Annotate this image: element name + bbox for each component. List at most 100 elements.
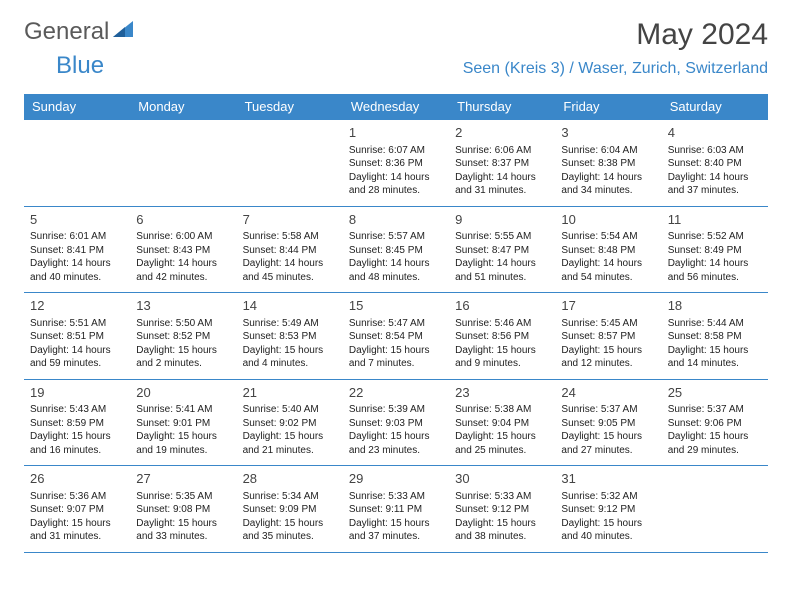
day-number: 16 <box>455 297 549 315</box>
month-title: May 2024 <box>463 18 768 52</box>
daylight-line: Daylight: 15 hours and 7 minutes. <box>349 344 443 371</box>
daylight-line: Daylight: 15 hours and 14 minutes. <box>668 344 762 371</box>
calendar-cell: 30Sunrise: 5:33 AMSunset: 9:12 PMDayligh… <box>449 466 555 553</box>
calendar-cell: 1Sunrise: 6:07 AMSunset: 8:36 PMDaylight… <box>343 120 449 207</box>
sunrise-line: Sunrise: 5:33 AM <box>455 490 549 504</box>
calendar-cell: 22Sunrise: 5:39 AMSunset: 9:03 PMDayligh… <box>343 379 449 466</box>
calendar-cell: 19Sunrise: 5:43 AMSunset: 8:59 PMDayligh… <box>24 379 130 466</box>
day-number: 28 <box>243 470 337 488</box>
sunset-line: Sunset: 9:06 PM <box>668 417 762 431</box>
sunset-line: Sunset: 9:03 PM <box>349 417 443 431</box>
sunset-line: Sunset: 8:48 PM <box>561 244 655 258</box>
sunset-line: Sunset: 8:59 PM <box>30 417 124 431</box>
daylight-line: Daylight: 15 hours and 40 minutes. <box>561 517 655 544</box>
calendar-cell: 27Sunrise: 5:35 AMSunset: 9:08 PMDayligh… <box>130 466 236 553</box>
day-number: 25 <box>668 384 762 402</box>
sunset-line: Sunset: 8:52 PM <box>136 330 230 344</box>
triangle-icon <box>113 21 133 44</box>
sunrise-line: Sunrise: 5:50 AM <box>136 317 230 331</box>
day-number: 10 <box>561 211 655 229</box>
day-number: 1 <box>349 124 443 142</box>
calendar-cell: 26Sunrise: 5:36 AMSunset: 9:07 PMDayligh… <box>24 466 130 553</box>
day-number: 22 <box>349 384 443 402</box>
calendar-cell: 31Sunrise: 5:32 AMSunset: 9:12 PMDayligh… <box>555 466 661 553</box>
calendar-cell: 2Sunrise: 6:06 AMSunset: 8:37 PMDaylight… <box>449 120 555 207</box>
sunrise-line: Sunrise: 5:46 AM <box>455 317 549 331</box>
sunset-line: Sunset: 8:45 PM <box>349 244 443 258</box>
calendar-cell: 12Sunrise: 5:51 AMSunset: 8:51 PMDayligh… <box>24 293 130 380</box>
daylight-line: Daylight: 15 hours and 23 minutes. <box>349 430 443 457</box>
calendar-cell: 16Sunrise: 5:46 AMSunset: 8:56 PMDayligh… <box>449 293 555 380</box>
daylight-line: Daylight: 15 hours and 9 minutes. <box>455 344 549 371</box>
sunset-line: Sunset: 9:01 PM <box>136 417 230 431</box>
sunrise-line: Sunrise: 6:01 AM <box>30 230 124 244</box>
sunrise-line: Sunrise: 5:49 AM <box>243 317 337 331</box>
calendar-cell: 11Sunrise: 5:52 AMSunset: 8:49 PMDayligh… <box>662 206 768 293</box>
sunrise-line: Sunrise: 5:47 AM <box>349 317 443 331</box>
calendar-cell-empty <box>237 120 343 207</box>
calendar-cell: 17Sunrise: 5:45 AMSunset: 8:57 PMDayligh… <box>555 293 661 380</box>
calendar-cell-empty <box>24 120 130 207</box>
sunrise-line: Sunrise: 5:37 AM <box>561 403 655 417</box>
weekday-header: Monday <box>130 94 236 120</box>
calendar-head: SundayMondayTuesdayWednesdayThursdayFrid… <box>24 94 768 120</box>
daylight-line: Daylight: 15 hours and 4 minutes. <box>243 344 337 371</box>
sunset-line: Sunset: 8:49 PM <box>668 244 762 258</box>
sunset-line: Sunset: 9:08 PM <box>136 503 230 517</box>
logo-text-blue: Blue <box>56 52 104 79</box>
day-number: 3 <box>561 124 655 142</box>
daylight-line: Daylight: 15 hours and 29 minutes. <box>668 430 762 457</box>
daylight-line: Daylight: 14 hours and 51 minutes. <box>455 257 549 284</box>
calendar-cell: 24Sunrise: 5:37 AMSunset: 9:05 PMDayligh… <box>555 379 661 466</box>
day-number: 8 <box>349 211 443 229</box>
sunset-line: Sunset: 8:58 PM <box>668 330 762 344</box>
weekday-header: Wednesday <box>343 94 449 120</box>
sunrise-line: Sunrise: 5:41 AM <box>136 403 230 417</box>
day-number: 29 <box>349 470 443 488</box>
sunrise-line: Sunrise: 5:51 AM <box>30 317 124 331</box>
sunset-line: Sunset: 9:04 PM <box>455 417 549 431</box>
sunrise-line: Sunrise: 6:04 AM <box>561 144 655 158</box>
daylight-line: Daylight: 14 hours and 45 minutes. <box>243 257 337 284</box>
calendar-cell: 21Sunrise: 5:40 AMSunset: 9:02 PMDayligh… <box>237 379 343 466</box>
weekday-header: Thursday <box>449 94 555 120</box>
calendar-cell: 7Sunrise: 5:58 AMSunset: 8:44 PMDaylight… <box>237 206 343 293</box>
sunrise-line: Sunrise: 6:03 AM <box>668 144 762 158</box>
sunset-line: Sunset: 9:02 PM <box>243 417 337 431</box>
calendar-cell-empty <box>662 466 768 553</box>
sunrise-line: Sunrise: 5:44 AM <box>668 317 762 331</box>
sunrise-line: Sunrise: 5:33 AM <box>349 490 443 504</box>
calendar-cell: 18 Sunrise: 5:44 AMSunset: 8:58 PMDayligh… <box>662 293 768 380</box>
day-number: 24 <box>561 384 655 402</box>
day-number: 26 <box>30 470 124 488</box>
sunrise-line: Sunrise: 6:06 AM <box>455 144 549 158</box>
sunrise-line: Sunrise: 5:32 AM <box>561 490 655 504</box>
sunset-line: Sunset: 8:51 PM <box>30 330 124 344</box>
calendar-row: 26Sunrise: 5:36 AMSunset: 9:07 PMDayligh… <box>24 466 768 553</box>
weekday-header: Saturday <box>662 94 768 120</box>
calendar-cell: 15 Sunrise: 5:47 AMSunset: 8:54 PMDayligh… <box>343 293 449 380</box>
sunset-line: Sunset: 8:54 PM <box>349 330 443 344</box>
daylight-line: Daylight: 14 hours and 37 minutes. <box>668 171 762 198</box>
sunrise-line: Sunrise: 5:39 AM <box>349 403 443 417</box>
sunset-line: Sunset: 9:05 PM <box>561 417 655 431</box>
sunrise-line: Sunrise: 5:40 AM <box>243 403 337 417</box>
day-number: 18 <box>668 297 762 315</box>
daylight-line: Daylight: 14 hours and 48 minutes. <box>349 257 443 284</box>
calendar-cell: 29Sunrise: 5:33 AMSunset: 9:11 PMDayligh… <box>343 466 449 553</box>
sunset-line: Sunset: 8:57 PM <box>561 330 655 344</box>
calendar-cell: 25Sunrise: 5:37 AMSunset: 9:06 PMDayligh… <box>662 379 768 466</box>
logo-text-general: General <box>24 18 109 46</box>
calendar-cell-empty <box>130 120 236 207</box>
daylight-line: Daylight: 14 hours and 31 minutes. <box>455 171 549 198</box>
daylight-line: Daylight: 15 hours and 33 minutes. <box>136 517 230 544</box>
day-number: 15 <box>349 297 443 315</box>
sunrise-line: Sunrise: 5:35 AM <box>136 490 230 504</box>
day-number: 21 <box>243 384 337 402</box>
daylight-line: Daylight: 15 hours and 16 minutes. <box>30 430 124 457</box>
day-number: 30 <box>455 470 549 488</box>
daylight-line: Daylight: 15 hours and 25 minutes. <box>455 430 549 457</box>
sunset-line: Sunset: 9:12 PM <box>455 503 549 517</box>
daylight-line: Daylight: 15 hours and 12 minutes. <box>561 344 655 371</box>
daylight-line: Daylight: 14 hours and 54 minutes. <box>561 257 655 284</box>
